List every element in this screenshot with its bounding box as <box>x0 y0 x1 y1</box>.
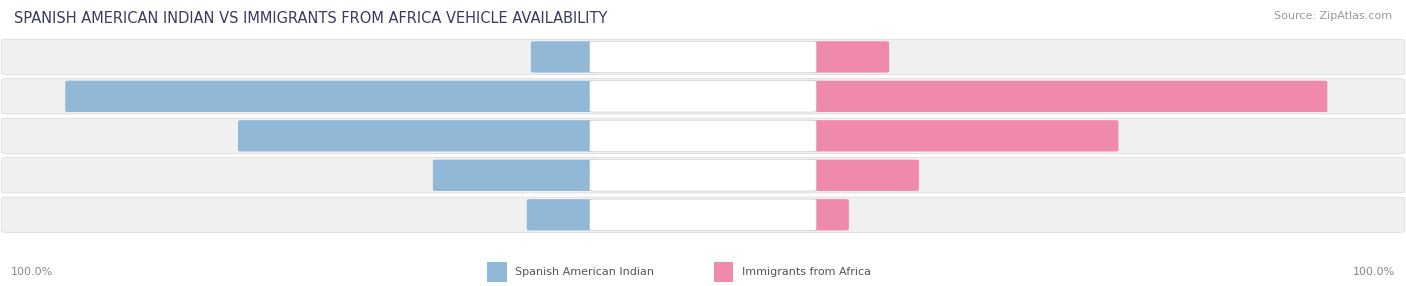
Text: 60.3%: 60.3% <box>247 131 283 141</box>
Text: SPANISH AMERICAN INDIAN VS IMMIGRANTS FROM AFRICA VEHICLE AVAILABILITY: SPANISH AMERICAN INDIAN VS IMMIGRANTS FR… <box>14 11 607 26</box>
Text: 3+ Vehicles Available: 3+ Vehicles Available <box>643 170 763 180</box>
Text: 4+ Vehicles Available: 4+ Vehicles Available <box>643 210 763 220</box>
Text: 1+ Vehicles Available: 1+ Vehicles Available <box>643 92 763 101</box>
Text: 100.0%: 100.0% <box>11 267 53 277</box>
Text: 51.8%: 51.8% <box>1073 131 1108 141</box>
Text: 10.8%: 10.8% <box>491 210 526 220</box>
Text: No Vehicles Available: No Vehicles Available <box>644 52 762 62</box>
Text: Immigrants from Africa: Immigrants from Africa <box>742 267 870 277</box>
Text: Source: ZipAtlas.com: Source: ZipAtlas.com <box>1274 11 1392 21</box>
Text: 5.6%: 5.6% <box>851 210 879 220</box>
Text: 12.5%: 12.5% <box>890 52 927 62</box>
Text: 17.6%: 17.6% <box>873 170 910 180</box>
Text: 89.9%: 89.9% <box>75 92 111 101</box>
Text: 10.1%: 10.1% <box>495 52 530 62</box>
Text: 100.0%: 100.0% <box>1353 267 1395 277</box>
Text: 87.6%: 87.6% <box>1282 92 1317 101</box>
Text: Spanish American Indian: Spanish American Indian <box>515 267 654 277</box>
Text: 26.9%: 26.9% <box>443 170 478 180</box>
Text: 2+ Vehicles Available: 2+ Vehicles Available <box>643 131 763 141</box>
